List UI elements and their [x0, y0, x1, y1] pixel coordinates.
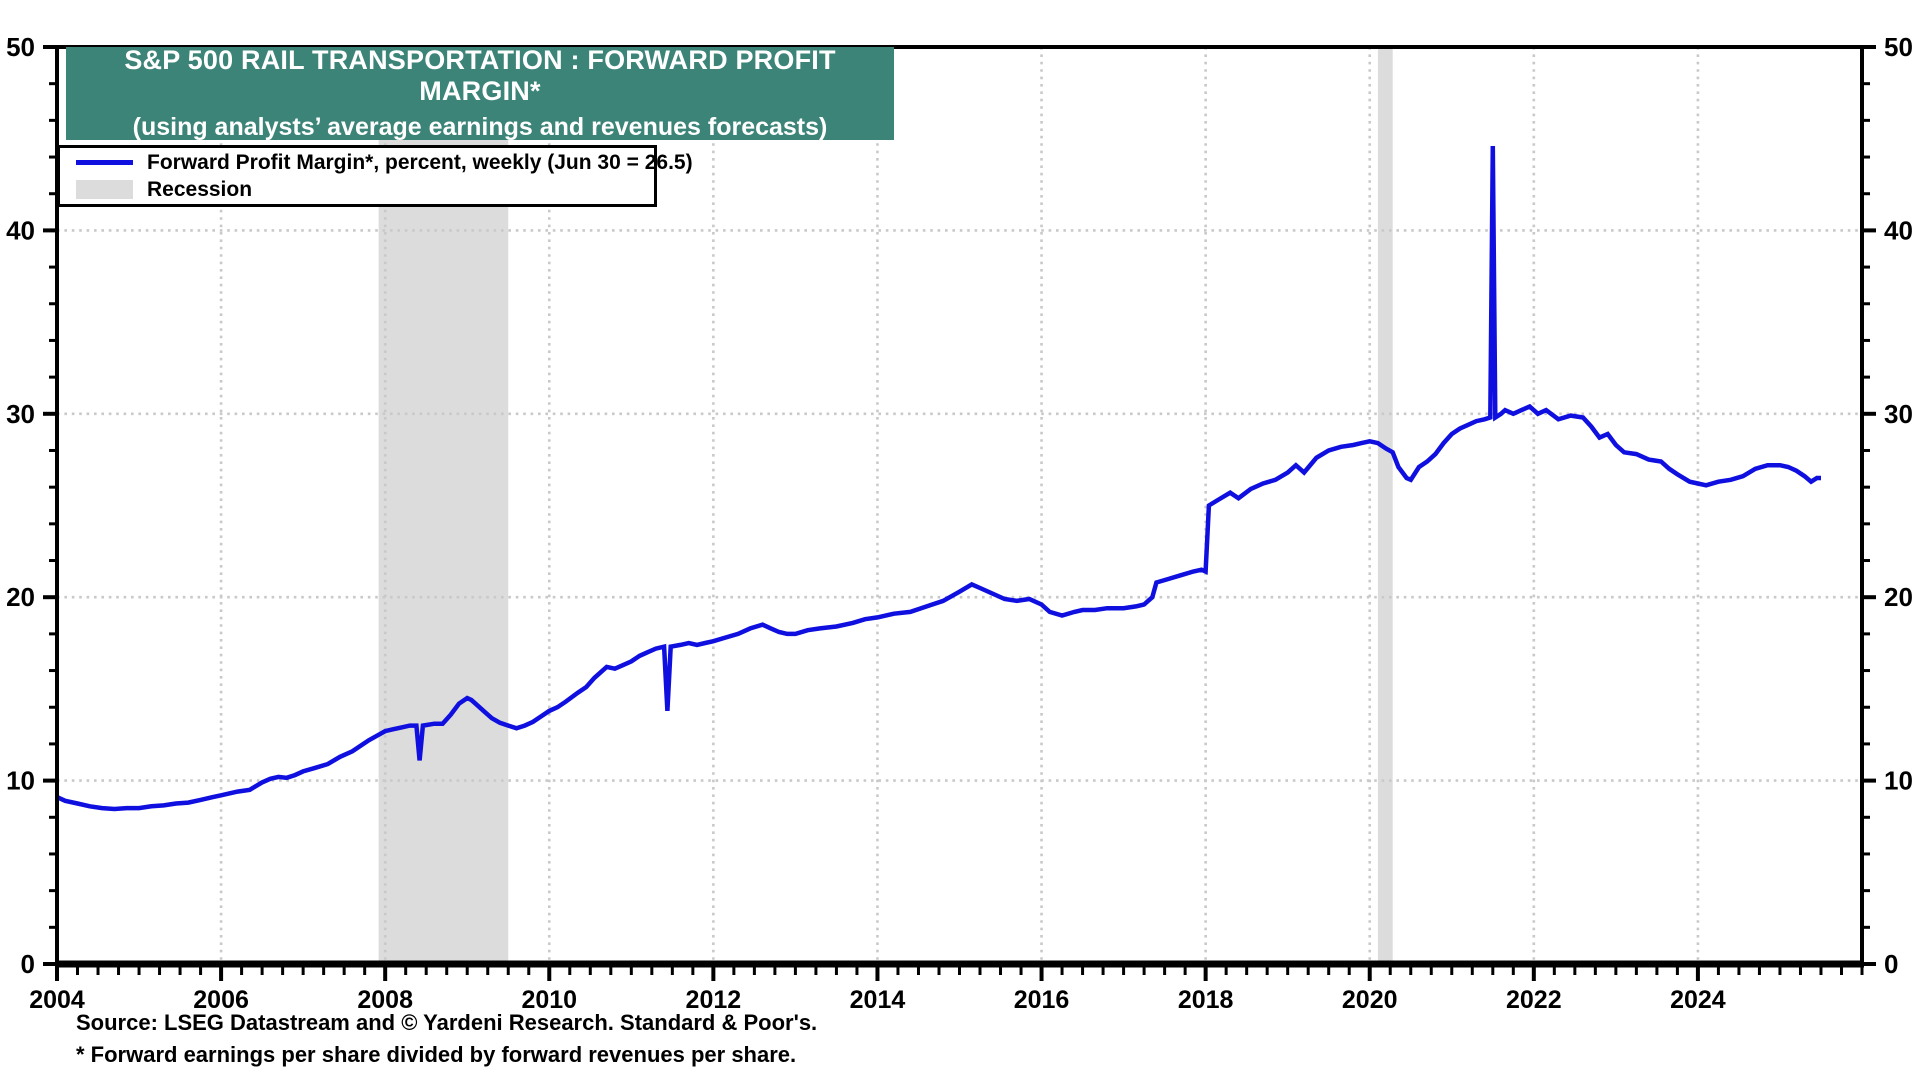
- footnote-text: * Forward earnings per share divided by …: [76, 1042, 797, 1067]
- x-axis-label: 2014: [850, 986, 906, 1014]
- x-axis-label: 2020: [1342, 986, 1398, 1014]
- y-axis-label-right: 10: [1884, 766, 1913, 796]
- legend-item-forward-profit-margin: Forward Profit Margin*, percent, weekly …: [76, 151, 693, 175]
- y-axis-label-left: 30: [6, 399, 35, 429]
- x-axis-label: 2016: [1014, 986, 1070, 1014]
- x-axis-label: 2008: [357, 986, 413, 1014]
- x-axis-label: 2024: [1670, 986, 1726, 1014]
- line-swatch-icon: [76, 160, 133, 165]
- x-axis-label: 2018: [1178, 986, 1234, 1014]
- recession-swatch-icon: [76, 180, 133, 199]
- y-axis-label-left: 10: [6, 766, 35, 796]
- chart-title-box: S&P 500 RAIL TRANSPORTATION : FORWARD PR…: [66, 45, 894, 141]
- legend-box: Forward Profit Margin*, percent, weekly …: [57, 145, 693, 207]
- recession-band: [1377, 47, 1393, 964]
- y-axis-label-right: 40: [1884, 215, 1913, 245]
- x-axis-label: 2010: [521, 986, 577, 1014]
- legend-item-recession: Recession: [76, 178, 654, 202]
- y-axis-label-right: 20: [1884, 582, 1913, 612]
- x-axis-label: 2006: [193, 986, 249, 1014]
- y-axis-label-left: 40: [6, 215, 35, 245]
- legend-label-forward-profit-margin: Forward Profit Margin*, percent, weekly …: [147, 150, 693, 174]
- source-text: Source: LSEG Datastream and © Yardeni Re…: [76, 1010, 818, 1035]
- x-axis-label: 2004: [29, 986, 85, 1014]
- forward-profit-margin-line: [56, 145, 1821, 812]
- y-axis-label-left: 20: [6, 582, 35, 612]
- legend-label-recession: Recession: [147, 177, 253, 201]
- y-axis-label-right: 50: [1884, 32, 1913, 62]
- y-axis-label-left: 0: [21, 949, 35, 979]
- y-axis-label-right: 0: [1884, 949, 1898, 979]
- y-axis-label-right: 30: [1884, 399, 1913, 429]
- y-axis-label-left: 50: [6, 32, 35, 62]
- chart-subtitle: (using analysts’ average earnings and re…: [132, 113, 828, 141]
- x-axis-label: 2012: [686, 986, 742, 1014]
- x-axis-label: 2022: [1506, 986, 1562, 1014]
- chart-title: S&P 500 RAIL TRANSPORTATION : FORWARD PR…: [124, 45, 836, 106]
